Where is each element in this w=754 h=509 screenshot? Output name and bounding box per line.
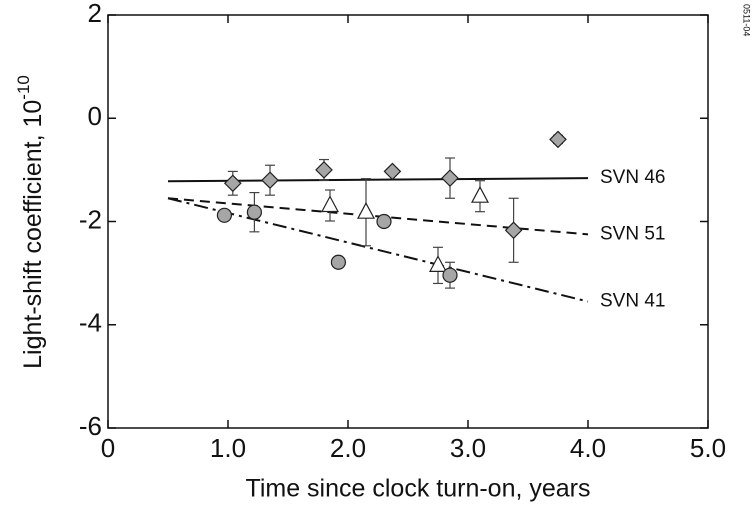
fit-label: SVN 46	[600, 167, 665, 188]
y-tick-label: -6	[79, 411, 102, 441]
diamond-marker	[383, 162, 402, 181]
y-tick-label: 2	[88, 0, 102, 28]
figure-id: 0511-04	[742, 4, 752, 36]
diamond-marker	[261, 171, 279, 190]
triangle-marker	[321, 195, 339, 213]
x-tick-label: 5.0	[690, 433, 726, 463]
fit-line	[167, 197, 589, 236]
y-tick-label: 0	[88, 101, 102, 131]
x-axis-label: Time since clock turn-on, years	[245, 475, 590, 503]
diamond-marker	[549, 130, 567, 149]
fit-label: SVN 41	[600, 291, 665, 312]
fit-label: SVN 51	[600, 223, 665, 244]
diamond-marker	[315, 161, 333, 179]
x-tick-label: 3.0	[450, 433, 486, 463]
x-tick-label: 1.0	[210, 433, 246, 463]
y-tick-label: -4	[79, 308, 102, 338]
circle-marker	[330, 254, 346, 270]
plot-frame	[107, 14, 709, 429]
fit-line	[167, 197, 589, 303]
y-tick-label: -2	[79, 204, 102, 234]
circle-marker	[442, 267, 458, 283]
x-tick-label: 4.0	[570, 433, 606, 463]
circle-marker	[376, 213, 392, 230]
y-label-exponent: -10	[14, 75, 33, 100]
x-tick-label: 0	[101, 433, 115, 463]
triangle-marker	[357, 201, 375, 219]
circle-marker	[246, 204, 262, 220]
triangle-marker	[429, 255, 447, 272]
y-axis-label: Light-shift coefficient, 10-10	[14, 75, 46, 369]
y-label-text: Light-shift coefficient, 10	[19, 100, 47, 369]
diamond-marker	[441, 169, 459, 187]
diamond-marker	[223, 174, 242, 193]
triangle-marker	[471, 185, 489, 203]
diamond-marker	[504, 221, 523, 240]
x-tick-label: 2.0	[330, 433, 366, 463]
circle-marker	[216, 207, 232, 223]
